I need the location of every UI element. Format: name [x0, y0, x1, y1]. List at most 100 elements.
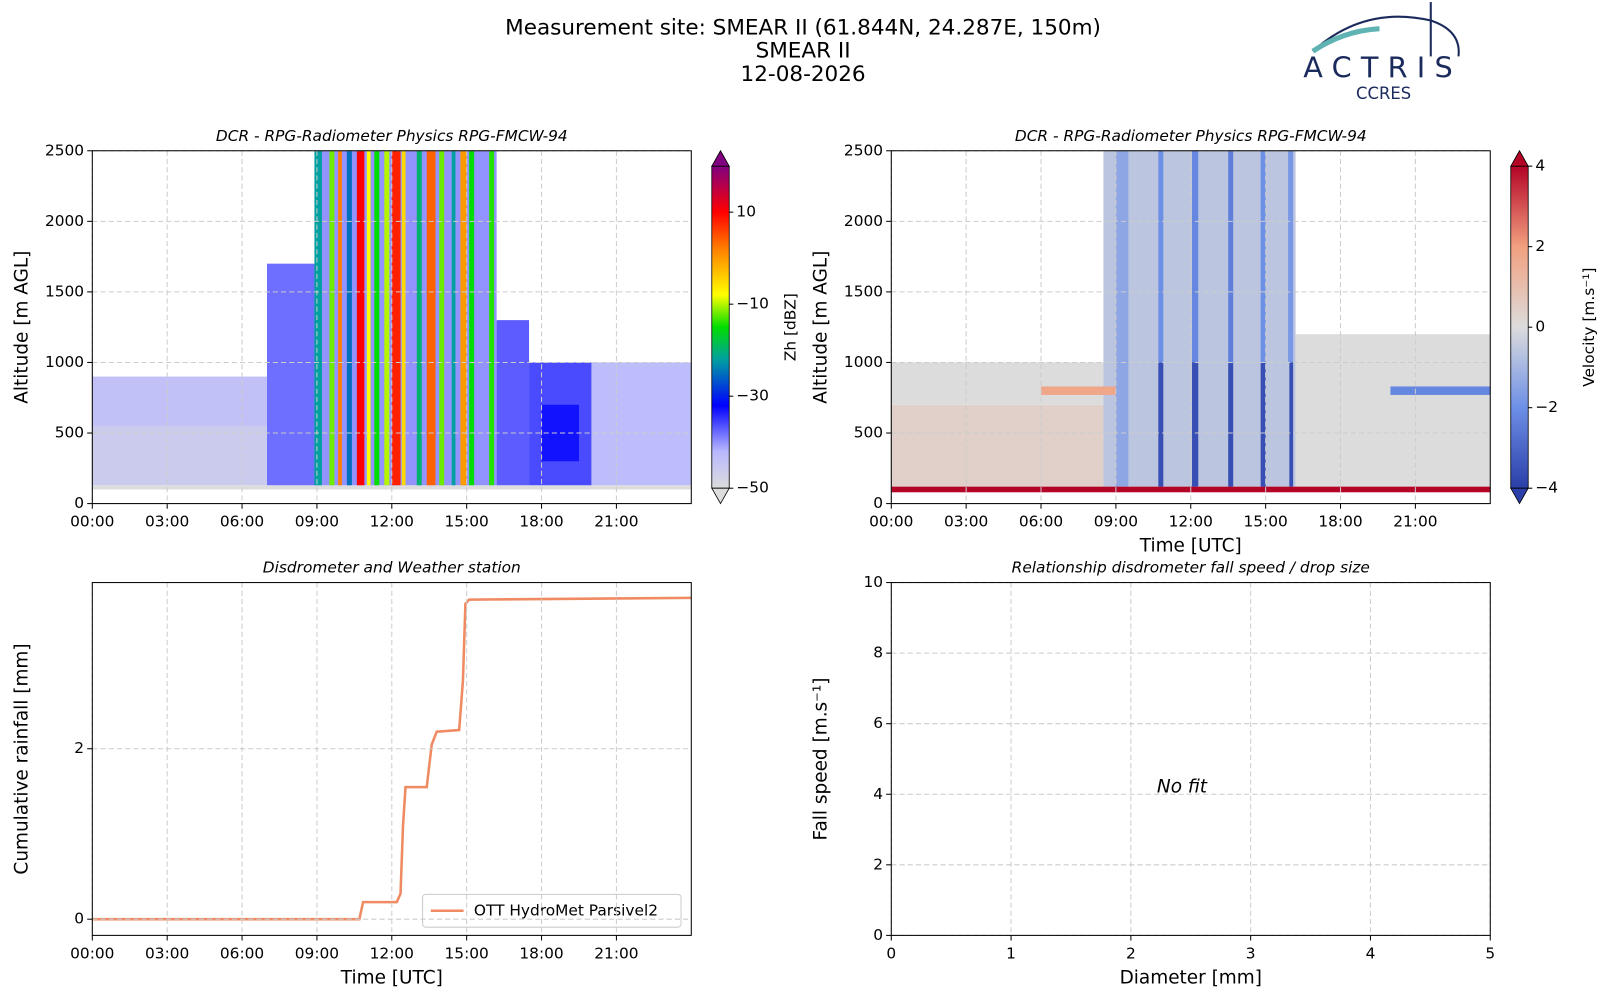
- heatmap-cell: [1288, 150, 1294, 363]
- x-tick-label: 03:00: [145, 944, 189, 962]
- x-axis-label: Time [UTC]: [1139, 536, 1242, 557]
- colorbar-tick-label: 10: [736, 203, 756, 221]
- heatmap-cell: [1228, 150, 1234, 363]
- y-tick-label: 6: [873, 714, 883, 732]
- y-tick-label: 1000: [844, 353, 883, 371]
- x-tick-label: 21:00: [594, 944, 638, 962]
- y-tick-label: 0: [74, 494, 84, 512]
- heatmap-cell: [1228, 362, 1234, 487]
- heatmap-cell: [1103, 150, 1296, 487]
- y-axis-label: Altitude [m AGL]: [811, 251, 832, 404]
- heatmap-cell: [1158, 362, 1164, 487]
- x-tick-label: 00:00: [70, 944, 114, 962]
- colorbar-tick-label: 0: [1535, 318, 1545, 336]
- colorbar: [711, 165, 730, 489]
- x-tick-label: 09:00: [295, 513, 339, 531]
- x-tick-label: 1: [1006, 944, 1016, 962]
- y-tick-label: 2: [74, 739, 84, 757]
- x-tick-label: 06:00: [1019, 513, 1063, 531]
- heatmap-cell: [92, 425, 268, 486]
- y-tick-label: 0: [873, 494, 883, 512]
- heatmap-cell: [338, 150, 342, 486]
- x-tick-label: 18:00: [519, 513, 563, 531]
- site-title: Measurement site: SMEAR II (61.844N, 24.…: [505, 16, 1101, 41]
- colorbar-tick-label: −50: [736, 479, 768, 497]
- heatmap-cell: [496, 320, 530, 486]
- y-tick-label: 0: [873, 926, 883, 944]
- heatmap-cell: [384, 150, 390, 486]
- x-tick-label: 03:00: [944, 513, 988, 531]
- heatmap-cell: [426, 150, 436, 486]
- panel-title: DCR - RPG-Radiometer Physics RPG-FMCW-94: [1015, 127, 1367, 145]
- logo-arc-accent: [1311, 26, 1380, 54]
- colorbar-tick-label: 2: [1535, 237, 1545, 255]
- colorbar-tick-label: −2: [1535, 398, 1558, 416]
- colorbar: [1510, 165, 1529, 489]
- y-tick-label: 2500: [844, 141, 883, 159]
- heatmap-cell: [329, 150, 335, 486]
- heatmap-cell: [1192, 150, 1199, 363]
- x-tick-label: 12:00: [370, 944, 414, 962]
- colorbar-tick-label: −30: [736, 387, 768, 405]
- x-tick-label: 3: [1246, 944, 1256, 962]
- x-tick-label: 06:00: [220, 513, 264, 531]
- heatmap-cell: [1295, 334, 1491, 487]
- legend-label: OTT HydroMet Parsivel2: [474, 901, 658, 919]
- heatmap-cell: [591, 362, 692, 486]
- y-axis-label: Altitude [m AGL]: [12, 251, 33, 404]
- plot-area: [92, 596, 692, 921]
- x-tick-label: 5: [1485, 944, 1495, 962]
- logo-name: ACTRIS: [1303, 51, 1462, 85]
- x-tick-label: 2: [1126, 944, 1136, 962]
- y-tick-label: 2500: [45, 141, 84, 159]
- heatmap-cell: [416, 150, 422, 486]
- x-tick-label: 18:00: [519, 944, 563, 962]
- axes-frame: [890, 582, 1491, 936]
- panel-title: Disdrometer and Weather station: [263, 559, 521, 577]
- colorbar-label: Zh [dBZ]: [781, 293, 799, 361]
- heatmap-cell: [267, 263, 317, 486]
- y-axis-label: Fall speed [m.s⁻¹]: [811, 677, 832, 840]
- site-name: SMEAR II: [756, 38, 851, 63]
- y-axis-label: Cumulative rainfall [mm]: [12, 643, 33, 874]
- heatmap-cell: [374, 150, 380, 486]
- x-tick-label: 06:00: [220, 944, 264, 962]
- annotation: No fit: [1157, 777, 1208, 798]
- date: 12-08-2026: [741, 62, 866, 87]
- x-tick-label: 03:00: [145, 513, 189, 531]
- x-tick-label: 00:00: [70, 513, 114, 531]
- x-tick-label: 15:00: [1243, 513, 1287, 531]
- heatmap-cell: [356, 150, 365, 486]
- colorbar-tick-label: 4: [1535, 157, 1545, 175]
- y-tick-label: 10: [863, 573, 883, 591]
- x-tick-label: 21:00: [594, 513, 638, 531]
- plot-area: [891, 150, 1491, 493]
- heatmap-cell: [391, 150, 401, 486]
- colorbar-extend-max: [1510, 149, 1529, 167]
- axes-frame: [91, 150, 692, 505]
- colorbar-tick-label: −10: [736, 295, 768, 313]
- colorbar-tick-label: −4: [1535, 479, 1558, 497]
- colorbar-label: Velocity [m.s⁻¹]: [1580, 267, 1598, 386]
- heatmap-cell: [346, 150, 352, 486]
- y-tick-label: 2000: [844, 212, 883, 230]
- x-tick-label: 0: [886, 944, 896, 962]
- logo-arc: [1312, 15, 1460, 57]
- colorbar-extend-min: [1510, 487, 1529, 505]
- heatmap-cell: [1192, 362, 1199, 487]
- heatmap-cell: [314, 150, 322, 486]
- x-tick-label: 15:00: [445, 944, 489, 962]
- axes-frame: [91, 582, 692, 936]
- heatmap-cell: [1115, 150, 1129, 487]
- heatmap-cell: [451, 150, 456, 486]
- line: [92, 596, 692, 921]
- x-tick-label: 15:00: [445, 513, 489, 531]
- heatmap-cell: [401, 150, 406, 486]
- y-tick-label: 500: [854, 424, 883, 442]
- axes-frame: [890, 150, 1491, 505]
- x-axis-label: Diameter [mm]: [1120, 967, 1262, 988]
- y-tick-label: 2000: [45, 212, 84, 230]
- colorbar-extend-min: [711, 487, 730, 505]
